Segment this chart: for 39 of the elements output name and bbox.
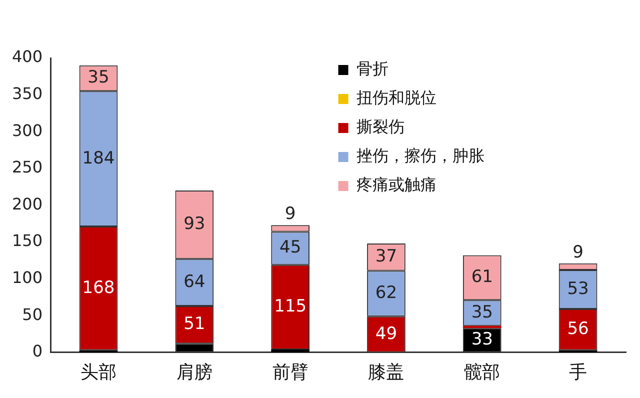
data-label: 35: [88, 68, 110, 88]
data-label: 53: [567, 278, 589, 299]
data-label: 168: [82, 278, 115, 298]
data-label: 9: [572, 242, 584, 262]
x-tick-label: 髋部: [464, 362, 500, 383]
x-tick-label: 手: [569, 362, 588, 383]
y-tick-label: 50: [22, 304, 43, 324]
y-tick-label: 200: [12, 194, 43, 214]
data-label: 56: [567, 319, 589, 340]
data-label: 9: [284, 204, 296, 224]
legend-label: 骨折: [356, 59, 388, 78]
data-label: 62: [375, 282, 398, 303]
x-tick-label: 肩膀: [176, 362, 212, 383]
x-tick-label: 前臂: [272, 362, 308, 383]
bar: [462, 326, 502, 328]
data-label: 93: [184, 214, 206, 234]
data-label: 115: [274, 296, 307, 317]
x-tick-label: 膝盖: [368, 362, 404, 383]
x-tick-label: 头部: [80, 362, 116, 383]
data-label: 37: [375, 246, 398, 267]
legend-label: 扭伤和脱位: [356, 88, 436, 108]
legend-label: 挫伤，擦伤，肿胀: [356, 146, 484, 166]
data-label: 64: [184, 272, 206, 292]
data-label: 33: [471, 330, 493, 350]
y-tick-label: 150: [12, 231, 43, 250]
data-label: 49: [375, 324, 398, 344]
data-label: 61: [471, 267, 493, 288]
data-label: 45: [279, 238, 302, 258]
data-label: 184: [82, 148, 115, 168]
y-tick-label: 400: [12, 47, 43, 66]
y-tick-label: 350: [12, 84, 43, 103]
data-label: 35: [471, 302, 493, 322]
y-tick-label: 300: [12, 120, 43, 140]
y-tick-label: 250: [12, 158, 43, 177]
data-label: 51: [184, 314, 206, 334]
y-tick-label: 0: [32, 342, 43, 361]
legend-label: 疼痛或触痛: [356, 175, 436, 194]
y-tick-label: 100: [12, 268, 43, 287]
legend-label: 撕裂伤: [356, 117, 404, 136]
